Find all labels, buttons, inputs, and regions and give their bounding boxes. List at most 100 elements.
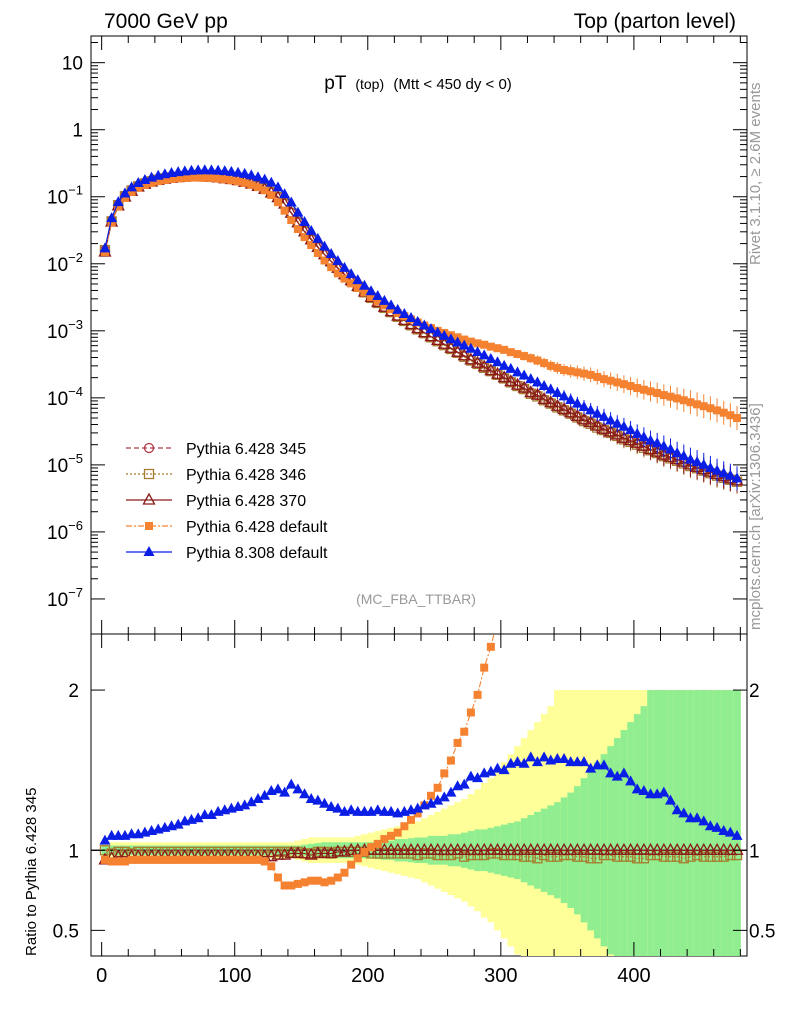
data-point xyxy=(120,193,129,202)
data-point xyxy=(485,352,497,363)
data-point xyxy=(360,288,369,297)
data-point xyxy=(500,345,509,354)
ratio-point xyxy=(485,765,497,776)
band-inner xyxy=(667,690,675,956)
data-point xyxy=(293,225,302,234)
data-point xyxy=(180,173,189,182)
legend-marker xyxy=(143,442,155,454)
data-point xyxy=(560,366,569,375)
data-point xyxy=(551,387,563,398)
data-point xyxy=(367,292,376,301)
band-inner xyxy=(660,690,668,956)
ratio-point xyxy=(625,851,636,862)
data-point xyxy=(174,174,183,183)
data-point xyxy=(437,336,451,349)
data-point xyxy=(207,174,216,183)
ratio-point xyxy=(424,842,438,855)
data-point xyxy=(239,167,251,178)
ratio-point xyxy=(411,842,425,855)
ratio-point xyxy=(564,842,578,855)
data-point xyxy=(444,340,458,353)
ratio-point xyxy=(313,876,322,885)
data-point xyxy=(398,308,410,319)
ratio-point xyxy=(107,857,116,866)
band-inner xyxy=(687,690,695,956)
ratio-point xyxy=(705,851,716,862)
ratio-point xyxy=(134,855,143,864)
ratio-point xyxy=(625,775,637,786)
data-point xyxy=(253,183,262,192)
ratio-point xyxy=(618,851,630,862)
data-point xyxy=(646,387,655,396)
ratio-point xyxy=(312,794,324,805)
ratio-point xyxy=(284,846,298,859)
ratio-point xyxy=(497,842,511,855)
ratio-point xyxy=(200,855,209,864)
data-point xyxy=(577,412,591,425)
rivet-label: Rivet 3.1.10, ≥ 2.6M events xyxy=(747,83,764,266)
ratio-point xyxy=(527,486,535,494)
data-point xyxy=(340,274,349,283)
ratio-point xyxy=(260,857,269,866)
data-point xyxy=(466,337,475,346)
ratio-point xyxy=(372,804,384,815)
data-point xyxy=(194,173,203,182)
band-inner xyxy=(727,690,735,956)
data-point xyxy=(671,447,683,458)
ratio-point xyxy=(317,846,332,859)
data-point xyxy=(544,395,558,408)
legend-marker xyxy=(145,522,153,530)
ratio-point xyxy=(234,855,243,864)
ratio-point xyxy=(544,842,558,855)
ratio-point xyxy=(464,842,478,855)
ratio-point xyxy=(498,764,510,775)
ratio-point xyxy=(271,847,285,860)
data-point xyxy=(225,165,237,176)
data-point xyxy=(504,374,518,387)
legend-label: Pythia 6.428 346 xyxy=(186,467,306,484)
data-point xyxy=(639,385,648,394)
data-point xyxy=(553,363,562,372)
ratio-xtick-label: 300 xyxy=(484,965,517,987)
data-point xyxy=(132,177,144,188)
ratio-point xyxy=(731,829,743,840)
ratio-point xyxy=(446,756,455,765)
data-point xyxy=(731,472,743,483)
data-point xyxy=(167,174,176,183)
ratio-point xyxy=(147,855,156,864)
ratio-line-p346 xyxy=(104,849,737,859)
data-point xyxy=(119,187,131,198)
ratio-point xyxy=(637,842,651,855)
series-p8def xyxy=(99,164,743,491)
ratio-point xyxy=(613,34,621,42)
ratio-point xyxy=(658,851,669,862)
ratio-point xyxy=(240,855,249,864)
ratio-point xyxy=(187,855,196,864)
ratio-ylabel: Ratio to Pythia 6.428 345 xyxy=(23,788,40,956)
band-inner xyxy=(720,690,728,956)
data-point xyxy=(214,174,223,183)
data-point xyxy=(220,175,229,184)
data-point xyxy=(332,255,344,266)
ratio-point xyxy=(507,568,515,576)
data-point xyxy=(724,469,736,480)
ratio-point xyxy=(710,842,724,855)
ratio-point xyxy=(593,143,601,151)
ratio-point xyxy=(327,876,336,885)
data-point xyxy=(513,350,522,359)
ratio-point xyxy=(504,842,518,855)
data-point xyxy=(605,414,617,425)
ratio-point xyxy=(444,842,458,855)
data-point xyxy=(373,297,382,306)
ratio-point xyxy=(285,778,297,789)
ratio-point xyxy=(518,757,530,768)
data-point xyxy=(299,215,311,226)
ratio-point xyxy=(380,835,389,844)
data-point xyxy=(591,407,603,418)
ratio-point xyxy=(577,842,591,855)
ratio-point xyxy=(671,851,683,862)
ratio-point xyxy=(531,756,543,767)
data-point xyxy=(312,232,324,243)
legend-label: Pythia 6.428 370 xyxy=(186,493,306,510)
